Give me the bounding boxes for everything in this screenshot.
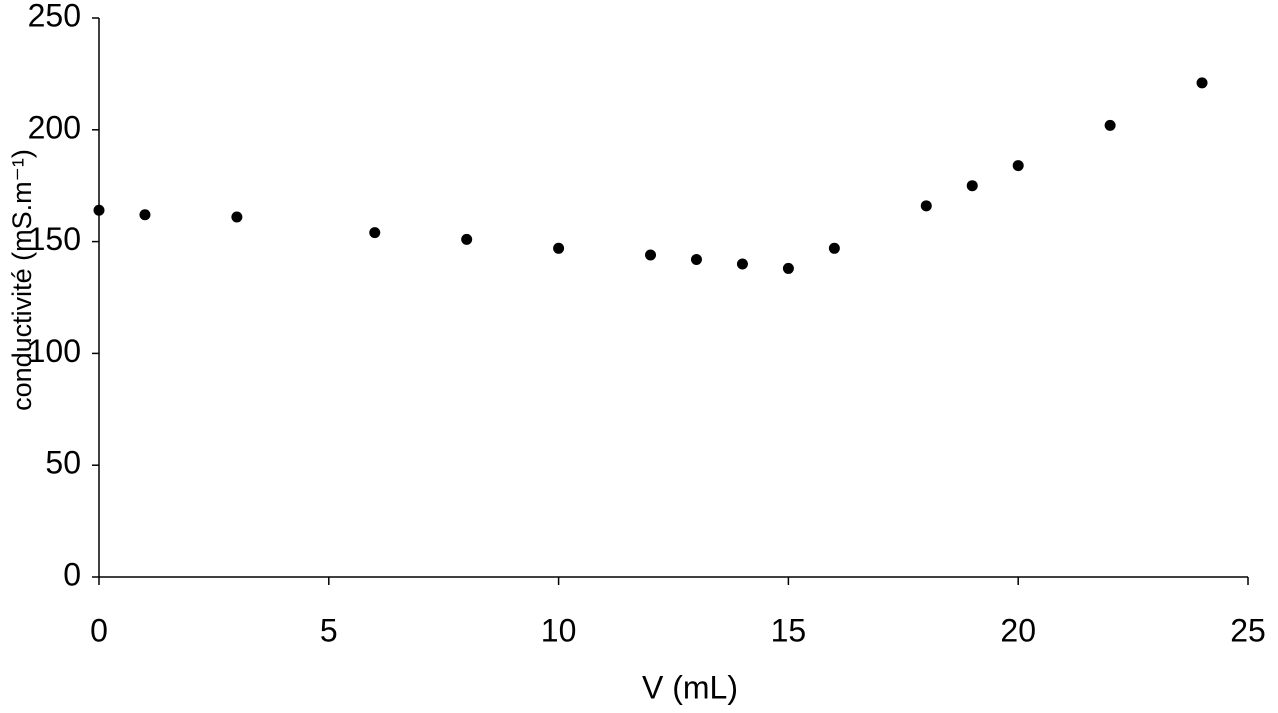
x-axis-label: V (mL) <box>642 669 738 705</box>
data-point <box>1104 119 1116 131</box>
x-tick-label: 20 <box>1000 612 1036 648</box>
data-point <box>1196 77 1208 89</box>
data-point <box>461 233 473 245</box>
data-point <box>966 180 978 192</box>
data-point <box>93 204 105 216</box>
data-point <box>782 262 794 274</box>
y-tick-label: 100 <box>28 333 81 369</box>
y-tick-label: 200 <box>28 109 81 145</box>
x-tick-label: 0 <box>90 612 108 648</box>
x-tick-label: 15 <box>771 612 807 648</box>
data-point <box>828 242 840 254</box>
x-tick-label: 10 <box>541 612 577 648</box>
data-point <box>1012 160 1024 172</box>
data-point <box>645 249 657 261</box>
y-tick-label: 150 <box>28 221 81 257</box>
data-point <box>736 258 748 270</box>
data-point <box>369 227 381 239</box>
y-tick-label: 250 <box>28 0 81 33</box>
x-tick-label: 5 <box>320 612 338 648</box>
data-point <box>553 242 565 254</box>
x-tick-label: 25 <box>1230 612 1266 648</box>
data-point <box>690 253 702 265</box>
y-axis-label: conductivité (mS.m⁻¹) <box>7 149 37 411</box>
y-tick-label: 0 <box>63 556 81 592</box>
data-point <box>139 209 151 221</box>
data-point <box>231 211 243 223</box>
data-point <box>920 200 932 212</box>
y-tick-label: 50 <box>45 445 81 481</box>
